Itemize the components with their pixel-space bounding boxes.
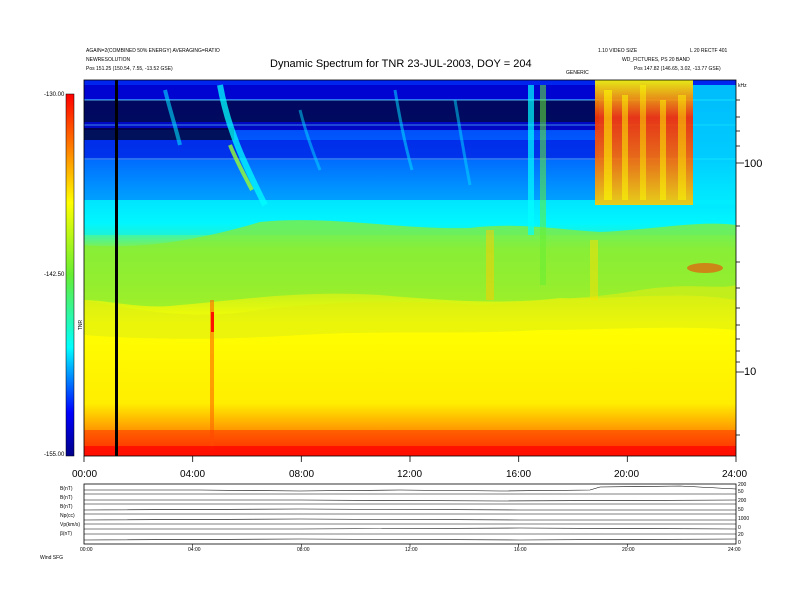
time-tick-label-2: 08:00 xyxy=(289,469,315,480)
parameter-traces xyxy=(83,485,737,541)
bottom-xtick-label-5: 20:00 xyxy=(622,547,635,553)
emission-stripe-1 xyxy=(604,90,612,200)
yellow-green-band xyxy=(84,285,736,339)
header-right-line1: 1.10 VIDEO SIZE xyxy=(598,48,638,54)
emission-right-cyan xyxy=(693,85,736,205)
header-left-line1: AGAIN=2(COMBINED 50% ENERGY) AVERAGING=R… xyxy=(86,48,220,54)
dark-band-3 xyxy=(84,122,599,130)
bottom-row-label-5: β(nT) xyxy=(60,531,73,537)
parameter-panel-dividers xyxy=(84,493,736,535)
hot-spot-2300 xyxy=(687,263,723,273)
bottom-row-right-bot-4: 0 xyxy=(738,525,741,531)
colorbar-mid-label: -142.50 xyxy=(44,272,65,278)
panel-time-ticks xyxy=(192,544,628,547)
header-right-line2: WD_FICTURES, PS 20 BAND xyxy=(622,57,690,63)
freq-label-100: 100 xyxy=(744,158,763,170)
time-tick-label-6: 24:00 xyxy=(722,469,748,480)
green-emission-band xyxy=(84,220,736,307)
vertical-feature-1900 xyxy=(590,240,598,300)
type3-burst-streak-4 xyxy=(393,89,414,171)
mid-blue-band xyxy=(84,160,599,200)
colorbar xyxy=(65,93,75,457)
dark-band-2 xyxy=(84,100,599,122)
bottom-row-right-top-4: 1000 xyxy=(738,516,750,522)
vertical-feature-1430 xyxy=(486,230,494,300)
time-tick-label-3: 12:00 xyxy=(397,469,423,480)
low-freq-red-edge xyxy=(84,446,736,456)
bottom-footer: Wind SFG xyxy=(40,555,64,561)
header-left-line2: NEWRESOLUTION xyxy=(86,57,131,63)
bottom-xtick-label-6: 24:00 xyxy=(728,547,741,553)
time-axis-ticks xyxy=(83,456,737,462)
right-axis-ticks xyxy=(736,99,744,436)
bottom-row-right-top-0: 200 xyxy=(738,482,747,488)
bottom-row-right-top-2: 200 xyxy=(738,498,747,504)
emission-stripe-3 xyxy=(640,85,646,200)
time-tick-label-0: 00:00 xyxy=(72,469,98,480)
type3-burst-streak-2 xyxy=(228,144,254,191)
trace-b1 xyxy=(84,485,737,492)
vertical-burst-0440-peak xyxy=(211,312,214,332)
bottom-row-right-bot-5: 0 xyxy=(738,540,741,546)
chart-title: Dynamic Spectrum for TNR 23-JUL-2003, DO… xyxy=(270,58,532,70)
type3-burst-streak-1 xyxy=(217,84,268,207)
bottom-row-right-top-5: 20 xyxy=(738,532,744,538)
trace-np xyxy=(83,518,736,521)
freq-unit-label: kHz xyxy=(738,83,747,89)
bottom-row-label-0: B(nT) xyxy=(60,486,73,492)
emission-stripe-4 xyxy=(660,100,666,200)
bottom-xtick-label-3: 12:00 xyxy=(405,547,418,553)
trace-b2 xyxy=(84,499,737,502)
bottom-row-label-2: B(nT) xyxy=(60,504,73,510)
freq-label-10: 10 xyxy=(744,366,757,378)
colorbar-min-label: -155.00 xyxy=(44,452,65,458)
dark-band-4 xyxy=(84,128,234,140)
time-tick-label-4: 16:00 xyxy=(506,469,532,480)
bottom-xtick-label-2: 08:00 xyxy=(297,547,310,553)
type3-burst-streak-3 xyxy=(163,89,182,146)
bottom-row-label-1: B(nT) xyxy=(60,495,73,501)
bottom-row-right-bot-2: 50 xyxy=(738,507,744,513)
bottom-xtick-label-4: 16:00 xyxy=(514,547,527,553)
trace-vp xyxy=(84,527,737,530)
type3-burst-streak-6 xyxy=(453,99,472,186)
header-left-line3: Pos 151.25 (150.54, 7.55, -13.52 GSE) xyxy=(86,66,173,72)
bottom-xtick-label-1: 04:00 xyxy=(188,547,201,553)
emission-stripe-5 xyxy=(678,95,686,200)
header-mid-label: GENERIC xyxy=(566,70,589,76)
time-tick-label-5: 20:00 xyxy=(614,469,640,480)
bottom-row-label-4: Vp(km/s) xyxy=(60,522,80,528)
bottom-row-right-bot-0: 50 xyxy=(738,489,744,495)
vertical-feature-1630 xyxy=(528,85,534,235)
header-right-line3: Pos 147.82 (146.65, 3.02, -13.77 GSE) xyxy=(634,66,721,72)
type3-burst-streak-5 xyxy=(298,109,322,171)
time-tick-label-1: 04:00 xyxy=(180,469,206,480)
vertical-feature-1700 xyxy=(540,85,546,285)
data-gap-line xyxy=(115,80,118,456)
trace-beta xyxy=(83,538,737,541)
blue-band xyxy=(84,140,599,160)
dark-band-1 xyxy=(84,85,599,99)
emission-stripe-2 xyxy=(622,95,628,200)
bottom-row-label-3: Np(cc) xyxy=(60,513,75,519)
vertical-burst-0440 xyxy=(210,300,214,450)
colorbar-max-label: -130.00 xyxy=(44,92,65,98)
header-right-top: L 20 RECTF 401 xyxy=(690,48,728,54)
bottom-xtick-label-0: 00:00 xyxy=(80,547,93,553)
trace-b3 xyxy=(83,508,736,511)
